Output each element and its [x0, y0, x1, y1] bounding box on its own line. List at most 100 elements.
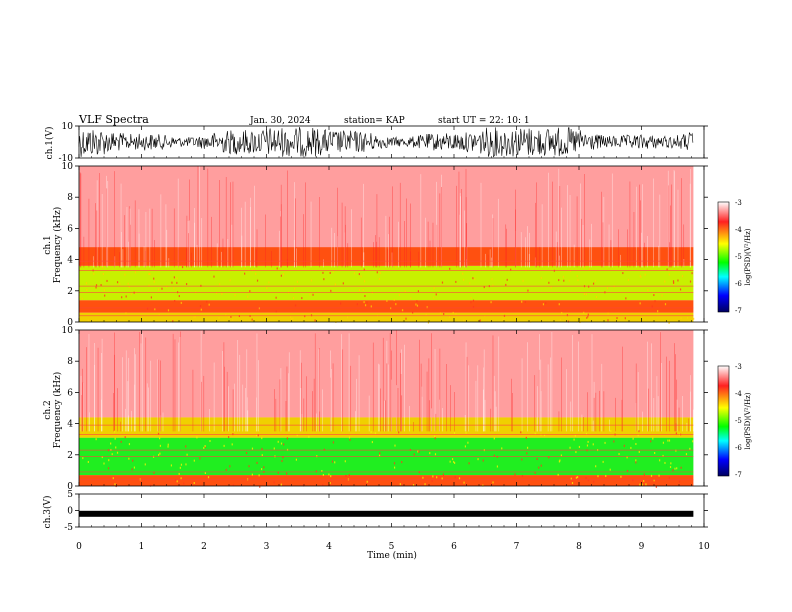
ch1-spectrogram-speckle-21 — [364, 304, 367, 307]
ch1-spectrogram-speckle-223 — [568, 279, 570, 282]
ch1-spectrogram-speckle-104 — [346, 316, 349, 319]
ch1-spectrogram-speckle-102 — [358, 289, 361, 292]
ch2-spectrogram-speckle-62 — [159, 452, 161, 455]
ch2-spectrogram-speckle-77 — [521, 475, 524, 478]
ch2-spectrogram-speckle-108 — [493, 437, 495, 440]
ch1-spectrogram-speckle-14 — [185, 283, 188, 286]
ch1-spectrogram-ytick-label-2: 4 — [67, 256, 73, 266]
ch1-spectrogram-speckle-168 — [294, 304, 297, 307]
ch1-spectrogram-ytick-label-1: 2 — [67, 287, 73, 297]
ch1-spectrogram-speckle-129 — [463, 319, 465, 322]
ch1-spectrogram-speckle-25 — [672, 280, 675, 283]
ch1-spectrogram-speckle-134 — [686, 316, 689, 319]
ch1-spectrogram-speckle-258 — [647, 289, 649, 292]
ch2-colorbar-tick-2: -5 — [735, 417, 742, 425]
ch1-spectrogram-speckle-74 — [379, 272, 381, 275]
ch2-spectrogram-speckle-123 — [261, 454, 263, 457]
ch1-spectrogram-speckle-257 — [294, 287, 296, 290]
ch1-spectrogram-speckle-220 — [545, 302, 547, 305]
ch1-spectrogram-speckle-249 — [680, 317, 682, 320]
ch2-spectrogram-speckle-258 — [595, 465, 597, 468]
ch2-spectrogram-speckle-134 — [330, 475, 332, 478]
ch1-spectrogram-speckle-33 — [562, 275, 565, 278]
ch1-spectrogram-speckle-99 — [225, 313, 227, 316]
ch2-spectrogram-speckle-56 — [308, 435, 310, 438]
ch1-waveform-panel: 10 -10 — [59, 122, 708, 164]
ch1-spectrogram-speckle-196 — [216, 291, 218, 294]
ch2-spectrogram-speckle-241 — [101, 456, 103, 459]
ch1-spectrogram-speckle-247 — [470, 296, 472, 299]
ch1-spectrogram-speckle-4 — [148, 272, 150, 275]
ch1-spectrogram-speckle-1 — [594, 279, 597, 282]
ch1-spectrogram-speckle-8 — [416, 300, 418, 303]
ch1-spectrogram-speckle-85 — [206, 300, 208, 303]
ch2-spectrogram-speckle-51 — [413, 453, 415, 456]
ch2-spectrogram-speckle-107 — [259, 485, 261, 488]
ch2-spectrogram-speckle-137 — [573, 438, 575, 441]
ch2-spectrogram-speckle-145 — [678, 480, 681, 483]
ch1-spectrogram-speckle-3 — [310, 314, 313, 317]
ch2-spectrogram-speckle-75 — [670, 462, 672, 465]
ch2-spectrogram-speckle-196 — [638, 430, 640, 433]
ch1-colorbar-tick-3: -6 — [735, 280, 742, 288]
ch1-spectrogram-speckle-42 — [639, 274, 641, 277]
ch1-spectrogram-speckle-213 — [693, 317, 695, 320]
ch2-spectrogram-speckle-23 — [152, 455, 155, 458]
ch2-spectrogram-speckle-94 — [228, 436, 230, 439]
ch1-spectrogram-speckle-114 — [521, 300, 523, 303]
ch1-spectrogram-speckle-210 — [230, 315, 232, 318]
ch2-spectrogram-speckle-28 — [183, 482, 185, 485]
ch2-spectrogram-speckle-211 — [251, 447, 254, 450]
ch2-spectrogram-speckle-89 — [630, 446, 632, 449]
ch2-spectrogram-speckle-212 — [434, 437, 436, 440]
ch1-spectrogram-speckle-152 — [542, 303, 545, 306]
ch1-spectrogram-speckle-218 — [415, 303, 417, 306]
ch2-spectrogram-speckle-156 — [256, 461, 258, 464]
ch1-spectrogram-speckle-130 — [121, 296, 123, 299]
ch2-spectrogram-speckle-250 — [645, 483, 647, 486]
ch1-spectrogram-speckle-236 — [125, 295, 127, 298]
ch2-spectrogram-speckle-36 — [180, 477, 182, 480]
ch1-spectrogram-speckle-61 — [268, 281, 270, 284]
ch2-spectrogram-speckle-226 — [398, 431, 400, 434]
ch1-spectrogram-speckle-10 — [358, 273, 360, 276]
ch2-spectrogram-speckle-53 — [620, 475, 622, 478]
ch1-spectrogram-speckle-162 — [173, 287, 175, 290]
ch1-spectrogram-speckle-248 — [180, 301, 182, 304]
ch2-spectrogram-speckle-90 — [124, 436, 126, 439]
ch2-spectrogram-speckle-113 — [492, 481, 494, 484]
ch1-spectrogram-speckle-80 — [86, 289, 88, 292]
ch1-spectrogram-speckle-225 — [275, 310, 277, 313]
ch2-spectrogram-speckle-110 — [559, 459, 561, 462]
ch1-spectrogram-speckle-82 — [370, 305, 372, 308]
ch2-spectrogram-speckle-229 — [442, 473, 445, 476]
ch2-spectrogram-speckle-243 — [658, 474, 660, 477]
ch1-spectrogram-speckle-240 — [176, 277, 178, 280]
ch2-spectrogram-ytick-label-1: 2 — [67, 451, 73, 461]
ch1-spectrogram-speckle-56 — [171, 281, 173, 284]
ch1-spectrogram-speckle-142 — [342, 282, 344, 285]
ch2-spectrogram-speckle-125 — [643, 479, 645, 482]
ch2-spectrogram-speckle-183 — [144, 463, 146, 466]
ch2-spectrogram-speckle-13 — [149, 484, 152, 487]
ch1-spectrogram-speckle-193 — [483, 286, 485, 289]
ch2-spectrogram-speckle-101 — [597, 475, 599, 478]
ch2-spectrogram-speckle-154 — [204, 445, 206, 448]
ch2-spectrogram-speckle-71 — [379, 452, 381, 455]
ch2-spectrogram-speckle-248 — [103, 462, 105, 465]
ch2-spectrogram-speckle-83 — [232, 484, 235, 487]
ch2-spectrogram-speckle-18 — [231, 443, 233, 446]
ch1-spectrogram-speckle-51 — [588, 268, 591, 271]
ch2-spectrogram-speckle-240 — [331, 460, 334, 463]
ch2-spectrogram-speckle-57 — [167, 445, 169, 448]
ch2-spectrogram-speckle-174 — [115, 446, 117, 449]
ch2-spectrogram-speckle-201 — [128, 443, 131, 446]
ch1-spectrogram-speckle-70 — [530, 320, 532, 323]
ch2-spectrogram-speckle-162 — [449, 460, 451, 463]
ch1-spectrogram-speckle-120 — [128, 285, 130, 288]
ch1-spectrogram-speckle-224 — [625, 297, 627, 300]
ch1-spectrogram-speckle-205 — [116, 281, 119, 284]
ch1-spectrogram-speckle-35 — [301, 297, 303, 300]
ch2-spectrogram-speckle-32 — [610, 430, 612, 433]
